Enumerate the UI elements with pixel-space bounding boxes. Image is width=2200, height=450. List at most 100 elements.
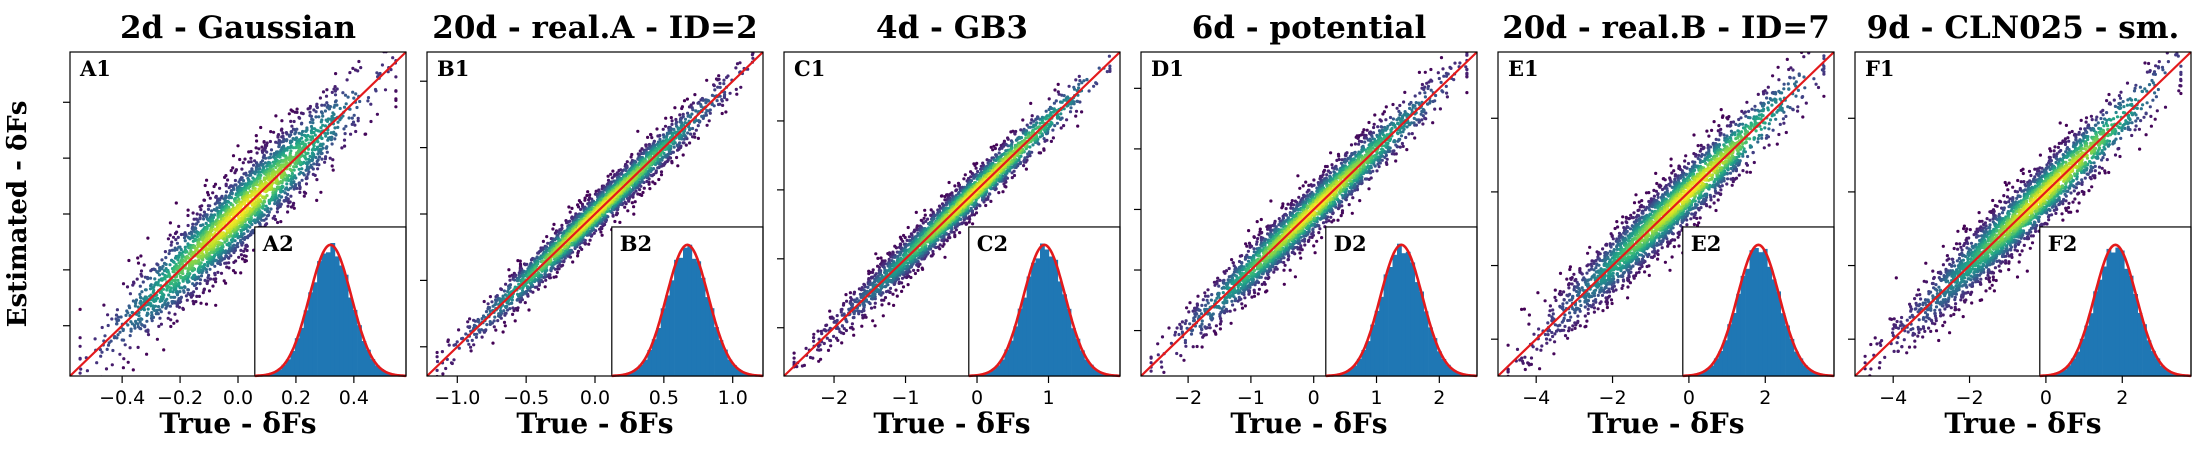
scatter-point	[162, 348, 166, 352]
scatter-point	[373, 87, 378, 92]
scatter-point	[345, 78, 349, 82]
scatter-point	[184, 274, 188, 278]
scatter-point	[208, 196, 212, 200]
scatter-point	[296, 146, 301, 150]
scatter-point	[630, 201, 634, 205]
scatter-point	[249, 173, 253, 177]
scatter-point	[224, 190, 229, 194]
scatter-point	[718, 85, 722, 89]
scatter-point	[201, 291, 205, 295]
scatter-point	[659, 170, 664, 174]
scatter-point	[156, 271, 160, 275]
scatter-point	[716, 102, 721, 107]
scatter-point	[113, 335, 117, 339]
scatter-point	[262, 218, 266, 222]
scatter-point	[289, 205, 294, 209]
scatter-point	[205, 270, 209, 274]
scatter-point	[229, 189, 233, 193]
scatter-point	[499, 287, 504, 292]
scatter-point	[111, 348, 115, 353]
scatter-point	[202, 210, 206, 214]
scatter-point	[552, 222, 556, 226]
scatter-point	[717, 77, 721, 81]
scatter-point	[681, 141, 685, 145]
scatter-point	[204, 302, 209, 306]
scatter-point	[657, 177, 661, 182]
scatter-point	[259, 173, 263, 177]
scatter-point	[167, 311, 171, 315]
scatter-point	[186, 272, 190, 276]
scatter-point	[157, 324, 161, 328]
scatter-point	[199, 301, 203, 305]
scatter-point	[507, 287, 511, 291]
scatter-point	[151, 290, 155, 294]
scatter-point	[268, 156, 272, 160]
scatter-point	[109, 339, 113, 343]
scatter-point	[354, 92, 358, 96]
scatter-point	[518, 274, 523, 278]
scatter-point	[530, 257, 535, 261]
scatter-point	[133, 326, 137, 330]
scatter-point	[181, 250, 185, 254]
scatter-point	[234, 200, 238, 205]
scatter-point	[199, 254, 203, 258]
scatter-point	[568, 219, 572, 223]
scatter-point	[241, 179, 246, 183]
scatter-point	[259, 125, 263, 130]
scatter-point	[276, 199, 280, 203]
scatter-point	[265, 150, 269, 154]
scatter-point	[466, 339, 470, 343]
scatter-point	[168, 304, 172, 308]
scatter-point	[286, 192, 290, 196]
scatter-point	[282, 139, 286, 143]
scatter-points	[435, 52, 755, 376]
scatter-point	[315, 139, 319, 143]
scatter-point	[613, 219, 617, 224]
scatter-point	[323, 103, 327, 107]
scatter-point	[394, 75, 398, 79]
scatter-point	[185, 250, 189, 254]
scatter-point	[275, 210, 279, 214]
scatter-point	[294, 183, 298, 187]
inset-histogram	[254, 243, 407, 376]
scatter-point	[615, 211, 619, 215]
scatter-point	[579, 207, 583, 211]
scatter-point	[576, 205, 581, 209]
scatter-point	[473, 332, 477, 336]
scatter-point	[138, 284, 142, 288]
scatter-point	[144, 288, 148, 292]
scatter-point	[472, 343, 476, 347]
scatter-point	[300, 133, 304, 137]
scatter-point	[485, 323, 489, 327]
scatter-point	[168, 233, 172, 237]
scatter-point	[222, 279, 226, 283]
scatter-point	[323, 160, 327, 164]
scatter-point	[216, 270, 220, 274]
scatter-point	[648, 187, 652, 191]
scatter-point	[227, 261, 231, 265]
scatter-point	[179, 295, 183, 299]
scatter-point	[136, 345, 140, 349]
scatter-point	[198, 278, 203, 282]
scatter-point	[319, 126, 323, 130]
scatter-point	[160, 267, 164, 271]
scatter-point	[255, 139, 259, 143]
scatter-point	[555, 270, 559, 274]
scatter-point	[177, 266, 181, 270]
scatter-point	[486, 302, 490, 306]
scatter-point	[302, 190, 306, 194]
scatter-point	[197, 294, 201, 298]
scatter-point	[636, 192, 640, 196]
scatter-point	[177, 297, 181, 301]
scatter-point	[145, 319, 149, 323]
scatter-point	[476, 319, 480, 324]
scatter-point	[100, 350, 104, 354]
scatter-point	[440, 350, 444, 354]
scatter-point	[232, 260, 236, 264]
scatter-point	[251, 184, 255, 188]
scatter-point	[515, 279, 520, 283]
scatter-point	[319, 190, 323, 194]
scatter-point	[133, 304, 137, 308]
scatter-point	[576, 254, 580, 258]
scatter-point	[298, 116, 302, 120]
